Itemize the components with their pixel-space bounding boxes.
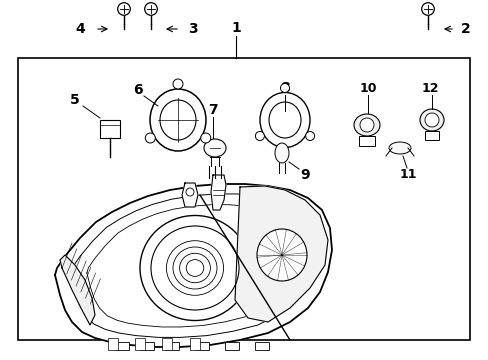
Ellipse shape xyxy=(260,93,309,148)
Ellipse shape xyxy=(200,133,210,143)
Bar xyxy=(18,58,469,340)
Bar xyxy=(254,342,268,350)
Polygon shape xyxy=(210,175,225,210)
Bar xyxy=(140,342,154,350)
Ellipse shape xyxy=(257,229,306,281)
Bar xyxy=(190,338,200,350)
Bar xyxy=(162,338,172,350)
Bar xyxy=(135,338,145,350)
Circle shape xyxy=(144,3,157,15)
Circle shape xyxy=(359,118,373,132)
Circle shape xyxy=(185,188,194,196)
Text: 12: 12 xyxy=(420,81,438,94)
Text: 9: 9 xyxy=(300,168,309,182)
Polygon shape xyxy=(55,184,331,347)
Ellipse shape xyxy=(151,226,239,310)
Text: 6: 6 xyxy=(133,83,142,97)
Text: 5: 5 xyxy=(70,93,80,107)
Text: 10: 10 xyxy=(359,81,376,94)
Ellipse shape xyxy=(419,109,443,131)
Bar xyxy=(358,136,374,146)
Bar xyxy=(224,342,239,350)
Text: 8: 8 xyxy=(280,81,289,95)
Ellipse shape xyxy=(255,131,264,140)
Bar xyxy=(115,342,129,350)
Ellipse shape xyxy=(268,102,301,138)
Bar xyxy=(164,342,179,350)
Ellipse shape xyxy=(145,133,155,143)
Text: 4: 4 xyxy=(75,22,85,36)
Circle shape xyxy=(424,113,438,127)
Ellipse shape xyxy=(173,79,183,89)
Ellipse shape xyxy=(274,143,288,163)
Ellipse shape xyxy=(305,131,314,140)
Polygon shape xyxy=(235,186,327,322)
Ellipse shape xyxy=(353,114,379,136)
Ellipse shape xyxy=(150,89,205,151)
Bar xyxy=(108,338,118,350)
Text: 1: 1 xyxy=(231,21,241,35)
Ellipse shape xyxy=(160,100,196,140)
Text: 7: 7 xyxy=(208,103,217,117)
Bar xyxy=(100,120,120,138)
Circle shape xyxy=(421,3,433,15)
Bar xyxy=(195,342,208,350)
Circle shape xyxy=(118,3,130,15)
Text: 11: 11 xyxy=(398,168,416,181)
Bar xyxy=(424,131,438,140)
Text: 2: 2 xyxy=(460,22,470,36)
Ellipse shape xyxy=(388,142,410,154)
Polygon shape xyxy=(60,255,95,325)
Ellipse shape xyxy=(140,216,249,320)
Ellipse shape xyxy=(203,139,225,157)
Ellipse shape xyxy=(280,84,289,93)
Text: 3: 3 xyxy=(188,22,198,36)
Polygon shape xyxy=(182,183,198,207)
